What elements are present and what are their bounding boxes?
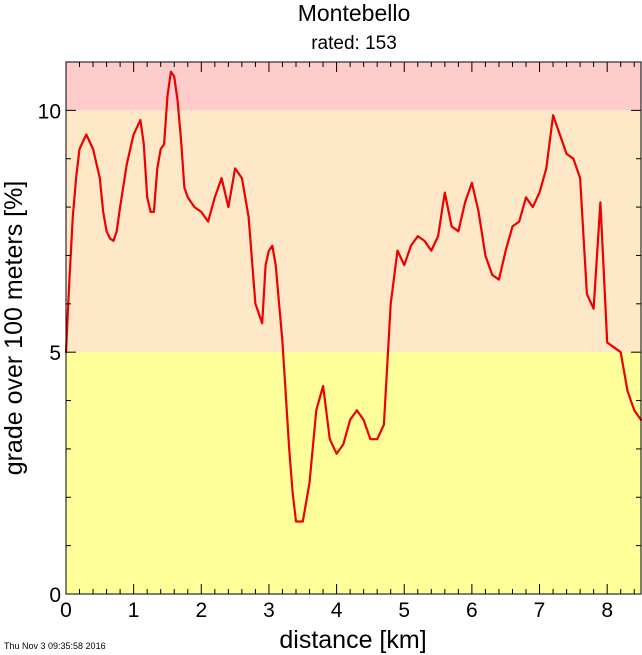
axis-tick-labels: 0 1 2 3 4 5 6 7 8 0 5 10 — [38, 100, 613, 622]
x-tick-label: 5 — [398, 599, 410, 622]
grade-bands — [66, 62, 641, 594]
band-moderate — [66, 110, 641, 353]
band-steep — [66, 62, 641, 111]
x-tick-label: 2 — [195, 599, 207, 622]
x-tick-label: 7 — [534, 599, 546, 622]
band-easy — [66, 352, 641, 594]
series-layer — [64, 70, 642, 523]
y-tick-label: 5 — [49, 342, 61, 365]
x-axis-label: distance [km] — [279, 626, 426, 654]
x-tick-label: 1 — [128, 599, 140, 622]
plot-frame — [65, 61, 642, 595]
chart-subtitle: rated: 153 — [311, 33, 397, 54]
timestamp: Thu Nov 3 09:35:58 2016 — [4, 641, 106, 651]
x-tick-label: 0 — [60, 599, 72, 622]
chart-title: Montebello — [298, 0, 411, 26]
series-line-grade — [64, 70, 642, 523]
x-tick-label: 6 — [466, 599, 478, 622]
axis-ticks — [65, 61, 641, 595]
x-tick-label: 8 — [601, 599, 613, 622]
y-axis-label: grade over 100 meters [%] — [0, 181, 28, 476]
x-tick-label: 3 — [263, 599, 275, 622]
y-tick-label: 10 — [38, 100, 61, 123]
y-tick-label: 0 — [49, 584, 61, 607]
x-tick-label: 4 — [331, 599, 343, 622]
